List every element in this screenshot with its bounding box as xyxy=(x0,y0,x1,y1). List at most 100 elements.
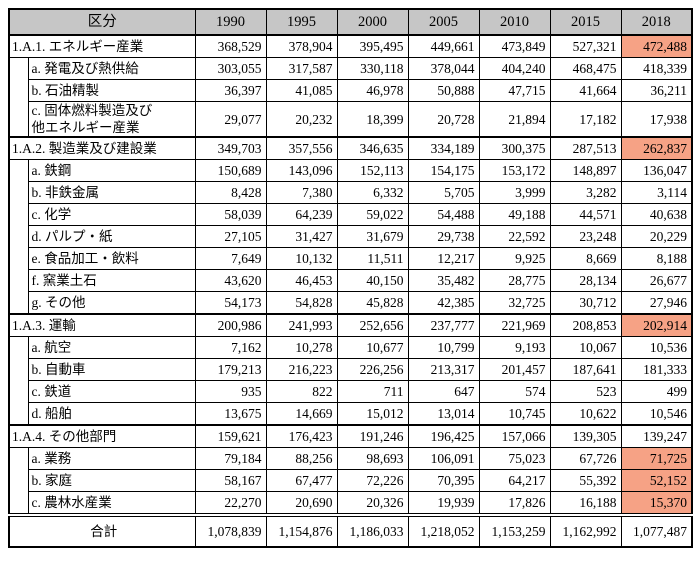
value-cell: 29,077 xyxy=(194,101,267,138)
table-row: c. 固体燃料製造及び 他エネルギー産業 29,077 20,232 18,399 20… xyxy=(9,101,693,138)
value-cell: 187,641 xyxy=(549,358,622,381)
header-year-2005: 2005 xyxy=(407,8,480,36)
value-cell: 9,925 xyxy=(478,247,551,270)
value-cell: 157,066 xyxy=(478,424,551,448)
value-cell: 213,317 xyxy=(407,358,480,381)
value-cell: 58,039 xyxy=(194,203,267,226)
value-cell: 20,229 xyxy=(620,225,693,248)
total-value-cell: 1,154,876 xyxy=(265,513,338,548)
value-cell: 191,246 xyxy=(336,424,409,448)
value-cell: 148,897 xyxy=(549,159,622,182)
value-cell: 349,703 xyxy=(194,136,267,160)
value-cell: 357,556 xyxy=(265,136,338,160)
table-row: g. その他 54,173 54,828 45,828 42,385 32,725 30,7… xyxy=(9,291,693,315)
value-cell: 378,044 xyxy=(407,57,480,80)
value-cell: 252,656 xyxy=(336,313,409,337)
value-cell: 17,182 xyxy=(549,101,622,138)
value-cell: 14,669 xyxy=(265,402,338,426)
table-row: 1.A.4. その他部門 159,621 176,423 191,246 196,425… xyxy=(8,424,693,448)
table-row: 1.A.3. 運輸 200,986 241,993 252,656 237,777 221… xyxy=(8,313,693,337)
value-cell: 55,392 xyxy=(549,469,622,492)
value-cell: 8,188 xyxy=(620,247,693,270)
value-cell: 45,828 xyxy=(336,291,409,315)
subcategory-cell: b. 石油精製 xyxy=(27,79,196,102)
total-value-cell: 1,077,487 xyxy=(620,513,693,548)
category-cell: 1.A.4. その他部門 xyxy=(8,424,196,448)
value-cell: 9,193 xyxy=(478,336,551,359)
value-cell: 334,189 xyxy=(407,136,480,160)
value-cell: 6,332 xyxy=(336,181,409,204)
value-cell: 10,622 xyxy=(549,402,622,426)
value-cell: 64,239 xyxy=(265,203,338,226)
value-cell: 26,677 xyxy=(620,269,693,292)
value-cell: 8,428 xyxy=(194,181,267,204)
table-row: c. 化学 58,039 64,239 59,022 54,488 49,188 44,57… xyxy=(9,203,693,226)
value-cell: 67,477 xyxy=(265,469,338,492)
value-cell: 22,592 xyxy=(478,225,551,248)
value-cell: 200,986 xyxy=(194,313,267,337)
value-cell: 31,427 xyxy=(265,225,338,248)
value-cell: 3,999 xyxy=(478,181,551,204)
value-cell: 10,745 xyxy=(478,402,551,426)
value-cell: 16,188 xyxy=(549,491,622,516)
value-cell: 153,172 xyxy=(478,159,551,182)
value-cell: 330,118 xyxy=(336,57,409,80)
value-cell: 106,091 xyxy=(407,447,480,470)
value-cell: 67,726 xyxy=(549,447,622,470)
header-year-2000: 2000 xyxy=(336,8,409,36)
value-cell: 15,012 xyxy=(336,402,409,426)
value-cell: 20,232 xyxy=(265,101,338,138)
value-cell: 527,321 xyxy=(549,34,622,58)
value-cell: 42,385 xyxy=(407,291,480,315)
category-cell: 1.A.1. エネルギー産業 xyxy=(8,34,196,58)
value-cell: 368,529 xyxy=(194,34,267,58)
value-cell: 237,777 xyxy=(407,313,480,337)
subcategory-cell: c. 化学 xyxy=(27,203,196,226)
value-cell: 935 xyxy=(194,380,267,403)
subcategory-cell: f. 窯業土石 xyxy=(27,269,196,292)
header-year-1995: 1995 xyxy=(265,8,338,36)
value-cell: 27,946 xyxy=(620,291,693,315)
category-cell: 1.A.3. 運輸 xyxy=(8,313,196,337)
value-cell: 35,482 xyxy=(407,269,480,292)
value-cell: 54,828 xyxy=(265,291,338,315)
value-cell: 196,425 xyxy=(407,424,480,448)
value-cell: 179,213 xyxy=(194,358,267,381)
value-cell: 202,914 xyxy=(620,313,693,337)
value-cell: 15,370 xyxy=(620,491,693,516)
value-cell: 43,620 xyxy=(194,269,267,292)
total-value-cell: 1,078,839 xyxy=(194,513,267,548)
value-cell: 7,162 xyxy=(194,336,267,359)
table-row: b. 家庭 58,167 67,477 72,226 70,395 64,217 55,39… xyxy=(9,469,693,492)
subcategory-cell: a. 航空 xyxy=(27,336,196,359)
value-cell: 17,826 xyxy=(478,491,551,516)
value-cell: 226,256 xyxy=(336,358,409,381)
value-cell: 472,488 xyxy=(620,34,693,58)
value-cell: 7,649 xyxy=(194,247,267,270)
value-cell: 17,938 xyxy=(620,101,693,138)
total-row: 合計 1,078,839 1,154,876 1,186,033 1,218,052 1,… xyxy=(8,513,693,548)
value-cell: 154,175 xyxy=(407,159,480,182)
value-cell: 468,475 xyxy=(549,57,622,80)
value-cell: 13,014 xyxy=(407,402,480,426)
value-cell: 176,423 xyxy=(265,424,338,448)
subcategory-cell: e. 食品加工・飲料 xyxy=(27,247,196,270)
value-cell: 10,067 xyxy=(549,336,622,359)
value-cell: 139,305 xyxy=(549,424,622,448)
subcategory-cell: a. 鉄鋼 xyxy=(27,159,196,182)
value-cell: 20,326 xyxy=(336,491,409,516)
value-cell: 473,849 xyxy=(478,34,551,58)
table-row: 1.A.1. エネルギー産業 368,529 378,904 395,495 449,6… xyxy=(8,34,693,58)
subcategory-cell: a. 発電及び熱供給 xyxy=(27,57,196,80)
value-cell: 395,495 xyxy=(336,34,409,58)
value-cell: 10,677 xyxy=(336,336,409,359)
value-cell: 13,675 xyxy=(194,402,267,426)
value-cell: 40,638 xyxy=(620,203,693,226)
value-cell: 46,978 xyxy=(336,79,409,102)
value-cell: 54,173 xyxy=(194,291,267,315)
subcategory-cell: c. 固体燃料製造及び 他エネルギー産業 xyxy=(27,101,196,138)
value-cell: 418,339 xyxy=(620,57,693,80)
table-row: d. 船舶 13,675 14,669 15,012 13,014 10,745 10,62… xyxy=(9,402,693,426)
value-cell: 54,488 xyxy=(407,203,480,226)
